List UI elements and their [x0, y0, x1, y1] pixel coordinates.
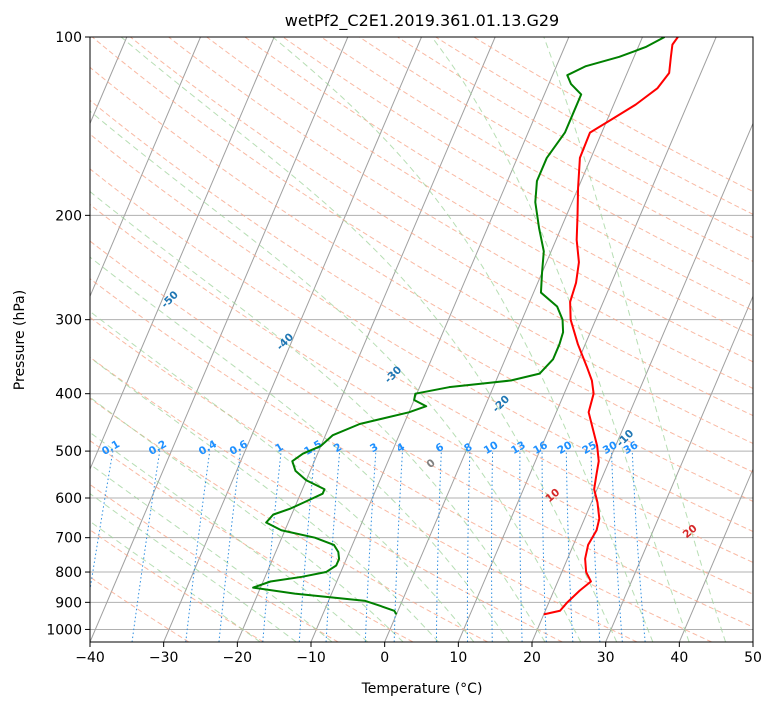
x-axis-ticks: −40 −30 −20 −10 0 10 20 30 40 50 — [75, 642, 762, 666]
moist-adiabat — [543, 37, 727, 642]
dry-adiabats — [90, 37, 753, 642]
temperature-profile-line — [543, 37, 679, 616]
y-axis-ticks: 100 200 300 400 500 600 700 800 900 1000 — [46, 30, 90, 638]
moist-adiabat — [90, 256, 510, 642]
dry-adiabat — [90, 66, 753, 473]
moist-adiabat — [90, 310, 475, 642]
dry-adiabat — [90, 240, 753, 628]
x-tick-label: −40 — [75, 650, 105, 666]
x-tick-label: 10 — [449, 650, 467, 666]
isotherm-line — [605, 295, 753, 642]
mixing-ratio-line — [298, 451, 316, 642]
x-tick-label: −10 — [296, 650, 326, 666]
isotherm-line — [384, 37, 643, 642]
moist-adiabat — [90, 431, 369, 642]
isotherm-line — [531, 122, 753, 642]
moist-adiabat — [120, 37, 618, 642]
y-tick-label: 900 — [55, 595, 82, 611]
y-axis-label: Pressure (hPa) — [12, 290, 28, 390]
mixing-ratio-line — [185, 451, 211, 642]
dry-adiabat — [90, 133, 753, 533]
isotherm-line — [678, 467, 753, 642]
dry-adiabat — [90, 203, 753, 595]
chart-title: wetPf2_C2E1.2019.361.01.13.G29 — [285, 11, 559, 31]
isotherm-line — [90, 37, 201, 298]
isotherm-line — [90, 37, 275, 471]
plot-frame — [89, 36, 754, 643]
mixing-ratio-lines — [90, 451, 646, 642]
dry-adiabat — [206, 37, 753, 363]
dry-adiabat — [90, 529, 264, 642]
y-tick-label: 100 — [55, 30, 82, 46]
dry-adiabat — [244, 37, 753, 337]
y-tick-label: 200 — [55, 208, 82, 224]
mixing-ratio-line — [90, 451, 114, 593]
isotherm-line — [163, 37, 422, 642]
dry-adiabat — [473, 37, 753, 193]
x-tick-label: 40 — [670, 650, 688, 666]
dry-adiabat — [130, 37, 753, 417]
isotherm-line — [457, 37, 717, 642]
x-tick-label: 50 — [744, 650, 762, 666]
x-tick-label: 30 — [597, 650, 615, 666]
dry-adiabat — [90, 483, 339, 642]
isotherm-line — [90, 37, 349, 642]
mixing-ratio-line — [218, 451, 242, 642]
dry-adiabat — [90, 99, 753, 502]
dry-adiabat — [90, 278, 712, 642]
dry-adiabat — [320, 37, 753, 287]
moist-adiabat — [90, 493, 297, 642]
plot-area: 0.10.20.40.611.52346810131620253036-100-… — [90, 37, 753, 642]
moist-adiabat — [431, 37, 690, 642]
y-tick-label: 600 — [55, 491, 82, 507]
moist-adiabat — [90, 356, 439, 642]
dry-adiabat — [359, 37, 753, 262]
mixing-ratio-line — [131, 451, 161, 642]
y-tick-label: 700 — [55, 531, 82, 547]
dewpoint-profile-line — [252, 37, 666, 615]
y-tick-label: 300 — [55, 313, 82, 329]
x-axis-label: Temperature (°C) — [361, 681, 483, 697]
moist-adiabat — [90, 520, 261, 642]
moist-adiabat — [90, 463, 333, 642]
x-tick-label: 0 — [380, 650, 389, 666]
mixing-ratio-line — [262, 451, 282, 642]
y-tick-label: 400 — [55, 387, 82, 403]
profile-series — [252, 37, 679, 616]
dry-adiabat — [90, 168, 753, 563]
x-tick-label: −20 — [223, 650, 253, 666]
moist-adiabat — [272, 37, 654, 642]
x-tick-label: 20 — [523, 650, 541, 666]
x-tick-label: −30 — [149, 650, 179, 666]
y-tick-label: 500 — [55, 444, 82, 460]
isotherm-line — [236, 37, 496, 642]
y-tick-label: 1000 — [46, 622, 82, 638]
y-tick-label: 800 — [55, 565, 82, 581]
